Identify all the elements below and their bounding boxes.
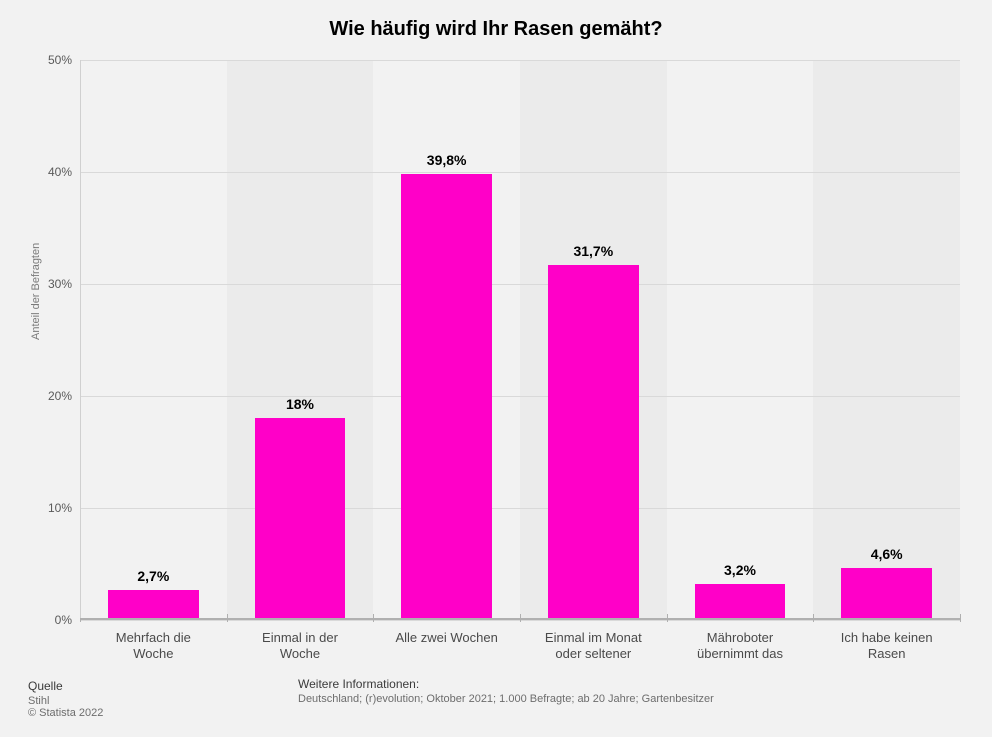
gridline — [80, 284, 960, 285]
chart-title: Wie häufig wird Ihr Rasen gemäht? — [0, 18, 992, 41]
bar-value-label: 39,8% — [373, 152, 520, 168]
chart-container: Wie häufig wird Ihr Rasen gemäht? Anteil… — [0, 0, 992, 737]
ytick-label: 0% — [55, 613, 72, 627]
source-name: Stihl — [28, 695, 103, 707]
y-axis-line — [80, 60, 81, 620]
x-axis-line — [80, 618, 960, 620]
bar — [255, 418, 346, 620]
gridline — [80, 172, 960, 173]
gridline — [80, 508, 960, 509]
bar — [695, 584, 786, 620]
footer-source: Quelle Stihl © Statista 2022 — [28, 679, 103, 719]
category-label: Mähroboterübernimmt das — [667, 630, 814, 663]
bar-value-label: 31,7% — [520, 243, 667, 259]
bar-value-label: 3,2% — [667, 562, 814, 578]
ytick-label: 40% — [48, 165, 72, 179]
ytick-label: 20% — [48, 389, 72, 403]
category-label: Mehrfach dieWoche — [80, 630, 227, 663]
info-text: Deutschland; (r)evolution; Oktober 2021;… — [298, 693, 714, 705]
bar — [841, 568, 932, 620]
category-label: Einmal im Monatoder seltener — [520, 630, 667, 663]
copyright: © Statista 2022 — [28, 707, 103, 719]
bar-value-label: 18% — [227, 396, 374, 412]
bar — [401, 174, 492, 620]
footer-info: Weitere Informationen: Deutschland; (r)e… — [298, 677, 714, 705]
info-title: Weitere Informationen: — [298, 677, 714, 691]
gridline — [80, 60, 960, 61]
xtick — [960, 614, 961, 622]
bar — [548, 265, 639, 620]
category-label: Einmal in derWoche — [227, 630, 374, 663]
plot-area: 0%10%20%30%40%50%2,7%Mehrfach dieWoche18… — [80, 60, 960, 620]
ytick-label: 50% — [48, 53, 72, 67]
bar-value-label: 2,7% — [80, 568, 227, 584]
ytick-label: 30% — [48, 277, 72, 291]
bar — [108, 590, 199, 620]
category-label: Ich habe keinenRasen — [813, 630, 960, 663]
source-title: Quelle — [28, 679, 103, 693]
y-axis-label: Anteil der Befragten — [30, 243, 42, 340]
gridline — [80, 396, 960, 397]
plot-stripe — [813, 60, 960, 620]
bar-value-label: 4,6% — [813, 546, 960, 562]
ytick-label: 10% — [48, 501, 72, 515]
category-label: Alle zwei Wochen — [373, 630, 520, 646]
